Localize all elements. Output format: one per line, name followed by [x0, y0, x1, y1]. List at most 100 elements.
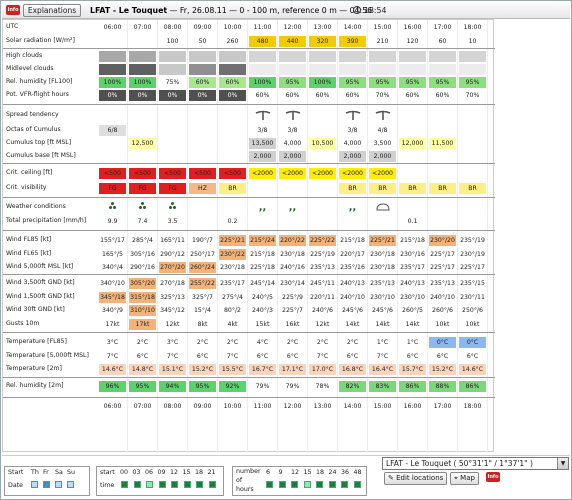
table-cell: 60%	[255, 92, 270, 99]
num-hours-label: 12	[291, 469, 300, 476]
table-cell: 6°C	[406, 353, 419, 360]
row-label: Crit. ceiling [ft]	[6, 169, 53, 176]
table-cell	[129, 36, 156, 47]
row-label: Wind 3,500ft GND [kt]	[6, 279, 75, 286]
table-cell: 290°/16	[130, 264, 155, 271]
day-su: Su	[67, 469, 75, 476]
table-cell: <500	[189, 168, 216, 179]
table-cell: 70%	[375, 92, 390, 99]
table-cell: 245°/14	[250, 280, 275, 287]
table-cell: 230°/20	[429, 235, 456, 246]
sunset-time: 18:54	[364, 6, 387, 15]
table-cell	[309, 151, 336, 162]
start-hour-toggle[interactable]	[146, 481, 153, 488]
num-hours-toggle[interactable]	[341, 481, 348, 488]
start-hour-toggle[interactable]	[171, 481, 178, 488]
num-hours-toggle[interactable]	[303, 481, 311, 488]
table-row: High clouds	[3, 50, 495, 63]
info-badge[interactable]: Info	[6, 5, 20, 15]
start-hour-toggle[interactable]	[208, 481, 216, 488]
table-cell: 6/8	[99, 125, 126, 136]
table-cell: 2°C	[316, 339, 329, 346]
row-label: Pot. VFR-flight hours	[6, 91, 69, 98]
info-badge-bottom[interactable]: Info	[486, 472, 500, 482]
table-cell	[99, 151, 126, 162]
table-cell: 250°/6	[462, 307, 483, 314]
table-cell	[309, 183, 336, 194]
table-cell: 60%	[285, 92, 300, 99]
start-hour-toggle[interactable]	[121, 481, 128, 488]
table-cell	[279, 183, 306, 194]
start-hour-toggle[interactable]	[183, 481, 191, 488]
table-row: Temperature [2m] 14.6°C 14.8°C 15.1°C 15.2°C…	[3, 363, 495, 376]
day-sa-toggle[interactable]	[55, 481, 62, 488]
spread-tendency-icon	[369, 110, 396, 121]
location-select[interactable]: LFAT - Le Touquet ( 50°31'1" / 1°37'1" )…	[382, 457, 569, 470]
table-cell	[459, 51, 486, 62]
table-cell: 17kt	[105, 321, 120, 328]
table-cell	[219, 138, 246, 149]
table-cell: 165°/5	[102, 251, 123, 258]
table-cell: 14:00	[343, 403, 362, 410]
num-hours-toggle[interactable]	[266, 481, 273, 488]
table-cell: 92%	[219, 381, 246, 392]
row-label: High clouds	[6, 52, 43, 59]
explanations-button[interactable]: Explanations	[23, 4, 81, 17]
row-label: Rel. humidity [FL100]	[6, 78, 73, 85]
day-th-toggle[interactable]	[31, 481, 38, 488]
table-cell	[189, 51, 216, 62]
row-label: Gusts 10m	[6, 320, 40, 327]
table-cell: 240°/16	[280, 264, 305, 271]
table-cell	[459, 168, 486, 179]
table-row: Cumulus base [ft MSL] 2,000 2,000 2,000 2,00…	[3, 150, 495, 163]
table-cell: 7°C	[166, 353, 179, 360]
table-cell: 3/8	[287, 127, 298, 134]
num-hours-label: 9	[278, 469, 283, 476]
start-day-box: Start Th Fr Sa Su Date	[4, 466, 90, 496]
table-cell: 15.5°C	[219, 364, 246, 375]
cloud-icon	[369, 202, 396, 213]
table-cell: 08:00	[163, 24, 182, 31]
start-hour-toggle[interactable]	[133, 481, 141, 488]
table-cell	[459, 151, 486, 162]
row-label: Total precipitation [mm/h]	[6, 217, 87, 224]
table-cell: 10kt	[435, 321, 450, 328]
table-cell: 4kt	[227, 321, 238, 328]
num-hours-toggle[interactable]	[353, 481, 361, 488]
num-hours-toggle[interactable]	[316, 481, 323, 488]
map-button[interactable]: ⌖ Map	[450, 472, 479, 485]
start-hour-toggle[interactable]	[158, 481, 166, 488]
header-title: LFAT - Le Touquet — Fr, 26.08.11 — 0 - 1…	[90, 6, 372, 15]
table-cell: 11,500	[429, 138, 456, 149]
table-cell: 260°/24	[189, 262, 216, 273]
table-cell: 3/8	[347, 127, 358, 134]
num-hours-toggle[interactable]	[328, 481, 336, 488]
table-cell	[339, 216, 366, 227]
column-divider	[247, 20, 248, 453]
table-cell: 18:00	[463, 24, 482, 31]
table-cell: 100%	[249, 77, 276, 88]
table-cell: 06:00	[103, 24, 122, 31]
table-cell: BR	[429, 183, 456, 194]
table-cell: 230°/10	[400, 294, 425, 301]
table-cell: 340°/4	[102, 264, 123, 271]
table-row: Solar radiation [W/m²] 100 50 260 480 440 320 3…	[3, 35, 495, 48]
row-label: Spread tendency	[6, 111, 59, 118]
table-cell: 215°/24	[249, 235, 276, 246]
table-row: Wind 3,500ft GND [kt] 340°/10 305°/20 270°/…	[3, 277, 495, 290]
table-cell	[309, 202, 336, 213]
spread-tendency-icon	[249, 110, 276, 121]
table-cell: 100%	[129, 77, 156, 88]
num-hours-toggle[interactable]	[278, 481, 286, 488]
day-su-toggle[interactable]	[67, 481, 74, 488]
num-hours-toggle[interactable]	[291, 481, 298, 488]
table-cell: <2000	[369, 168, 396, 179]
table-cell: 230°/19	[460, 251, 485, 258]
day-fr: Fr	[43, 469, 49, 476]
day-fr-toggle[interactable]	[43, 481, 50, 488]
row-label: Wind 30ft GND [kt]	[6, 306, 65, 313]
chevron-down-icon[interactable]: ▼	[557, 458, 568, 469]
edit-locations-button[interactable]: ✎ Edit locations	[384, 472, 448, 485]
start-hour-toggle[interactable]	[196, 481, 203, 488]
table-cell	[429, 64, 456, 75]
